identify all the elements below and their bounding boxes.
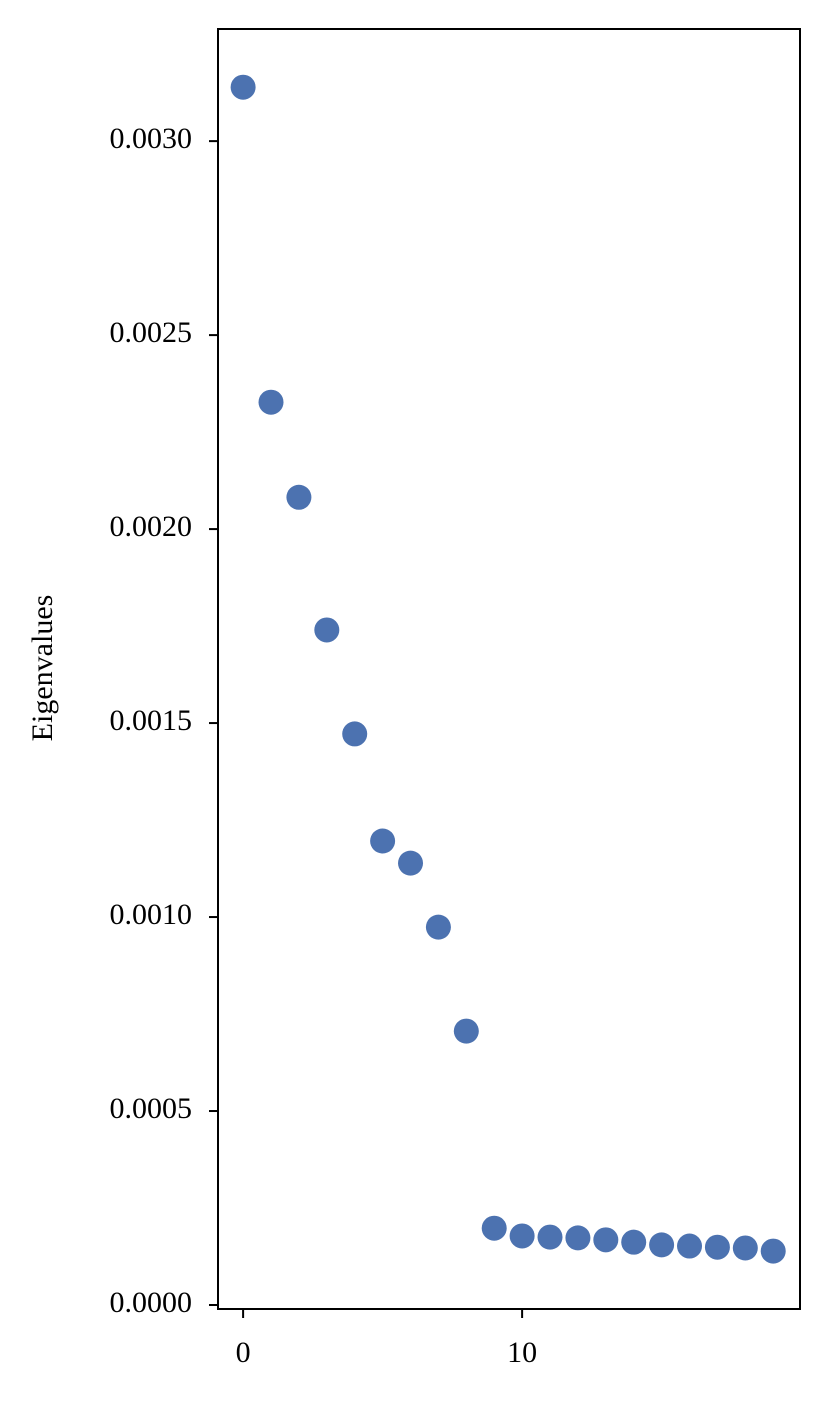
data-point [230,74,256,100]
data-point [286,484,312,510]
data-point [342,721,368,747]
data-point [621,1229,647,1255]
data-point [565,1225,591,1251]
y-tick-label: 0.0025 [110,316,193,349]
y-tick-label: 0.0005 [110,1092,193,1125]
y-tick-label: 0.0015 [110,704,193,737]
data-point [370,828,396,854]
data-point [732,1235,758,1261]
data-point [314,617,340,643]
y-tick-label: 0.0020 [110,510,193,543]
x-tick-label: 0 [236,1336,251,1369]
plot-frame [217,28,801,1310]
x-tick-label: 10 [507,1336,537,1369]
data-point [481,1215,507,1241]
data-point [398,850,424,876]
y-tick-label: 0.0000 [110,1286,193,1319]
data-point [593,1227,619,1253]
data-point [677,1233,703,1259]
data-point [649,1232,675,1258]
data-point [537,1224,563,1250]
y-tick-label: 0.0030 [110,122,193,155]
data-point [425,914,451,940]
y-tick-label: 0.0010 [110,898,193,931]
data-point [258,389,284,415]
data-point [704,1234,730,1260]
data-point [760,1238,786,1264]
y-axis-label: Eigenvalues [26,595,59,742]
data-point [509,1223,535,1249]
data-point [453,1018,479,1044]
